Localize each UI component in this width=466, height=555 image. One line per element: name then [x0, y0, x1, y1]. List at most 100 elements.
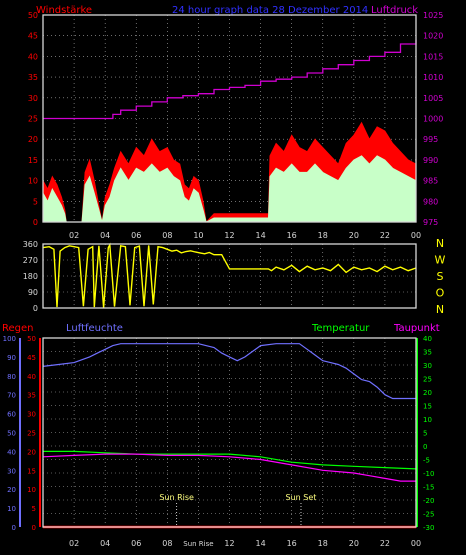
- climate-time-tick: 20: [349, 539, 359, 548]
- wind-time-tick: 22: [380, 231, 390, 240]
- sun-annotations: Sun Rise Sun Set: [159, 493, 316, 527]
- wind-time-tick: 20: [349, 231, 359, 240]
- wind-tick-label: 50: [28, 11, 38, 20]
- wind-series: [42, 39, 417, 223]
- climate-panel: Regen Luftfeuchte Temperatur Taupunkt Su…: [2, 323, 440, 548]
- wind-panel: Windstärke 24 hour graph data 28 Dezembe…: [28, 5, 444, 240]
- temperature-tick-label: 15: [423, 403, 432, 411]
- pressure-right-axis: 975 980 985 990 995 1000 1005 1010 1015 1020 1025: [423, 11, 443, 227]
- pressure-tick-label: 1005: [423, 94, 443, 103]
- direction-tick-label: 0: [33, 304, 38, 313]
- temperature-tick-label: 10: [423, 416, 432, 424]
- temperature-tick-label: 35: [423, 349, 432, 357]
- temperature-tick-label: 25: [423, 376, 432, 384]
- wind-tick-label: 5: [33, 197, 38, 206]
- mean-wind-area: [42, 155, 417, 223]
- wind-frame: [42, 14, 417, 223]
- direction-tick-label: 270: [23, 256, 38, 265]
- wind-tick-label: 25: [28, 115, 38, 124]
- temperature-label: Temperatur: [311, 323, 370, 334]
- pressure-tick-label: 1015: [423, 52, 443, 61]
- wind-tick-label: 20: [28, 135, 38, 144]
- compass-label: W: [435, 254, 446, 267]
- wind-time-tick: 02: [69, 231, 79, 240]
- wind-time-tick: 04: [100, 231, 110, 240]
- wind-tick-label: 30: [28, 94, 38, 103]
- pressure-tick-label: 990: [423, 156, 438, 165]
- humidity-tick-label: 100: [3, 335, 16, 343]
- climate-frame: [42, 337, 417, 528]
- dewpoint-line: [42, 453, 416, 482]
- wind-time-tick: 16: [287, 231, 297, 240]
- climate-time-tick: 00: [411, 539, 421, 548]
- pressure-tick-label: 1025: [423, 11, 443, 20]
- temperature-tick-label: -15: [423, 484, 434, 492]
- temperature-tick-label: -20: [423, 497, 434, 505]
- rain-tick-label: 50: [27, 335, 36, 343]
- humidity-tick-label: 10: [7, 505, 16, 513]
- direction-series: [42, 242, 417, 308]
- wind-time-axis: 02 04 06 08 10 12 14 16 18 20 22 00: [69, 231, 421, 240]
- rain-scale: 0 5 10 15 20 25 30 35 40 45 50: [27, 335, 36, 532]
- compass-label: O: [436, 287, 445, 300]
- humidity-tick-label: 20: [7, 486, 16, 494]
- direction-tick-label: 180: [23, 272, 38, 281]
- temperature-tick-label: -25: [423, 511, 434, 519]
- date-title: 24 hour graph data 28 Dezember 2014: [172, 5, 368, 16]
- climate-time-tick: 02: [69, 539, 79, 548]
- wind-tick-label: 45: [28, 32, 38, 41]
- rain-tick-label: 30: [27, 411, 36, 419]
- compass-label: S: [437, 270, 444, 283]
- humidity-tick-label: 90: [7, 354, 16, 362]
- temperature-tick-label: -30: [423, 524, 434, 532]
- humidity-label: Luftfeuchte: [66, 323, 123, 334]
- temperature-line: [43, 450, 417, 470]
- dewpoint-label: Taupunkt: [393, 323, 440, 334]
- direction-grid: [43, 244, 416, 308]
- wind-time-tick: 00: [411, 231, 421, 240]
- direction-frame: [42, 243, 417, 309]
- rain-tick-label: 45: [27, 354, 36, 362]
- climate-time-tick: 12: [224, 539, 234, 548]
- rain-tick-label: 40: [27, 373, 36, 381]
- climate-time-tick: 06: [131, 539, 141, 548]
- humidity-tick-label: 50: [7, 430, 16, 438]
- wind-time-tick: 08: [162, 231, 172, 240]
- pressure-tick-label: 1010: [423, 73, 443, 82]
- rain-tick-label: 35: [27, 392, 36, 400]
- climate-time-tick: Sun Rise: [183, 540, 213, 548]
- climate-time-tick: 22: [380, 539, 390, 548]
- temperature-scale: -30 -25 -20 -15 -10 -5 0 5 10 15 20 25 30 35 40: [423, 335, 434, 532]
- humidity-tick-label: 30: [7, 467, 16, 475]
- direction-tick-label: 360: [23, 240, 38, 249]
- climate-time-tick: 08: [162, 539, 172, 548]
- humidity-tick-label: 70: [7, 392, 16, 400]
- wind-tick-label: 15: [28, 156, 38, 165]
- compass-label: N: [436, 303, 444, 316]
- pressure-label: Luftdruck: [371, 5, 418, 16]
- temperature-tick-label: 30: [423, 362, 432, 370]
- wind-tick-label: 0: [33, 218, 38, 227]
- rain-tick-label: 0: [32, 524, 36, 532]
- rain-tick-label: 5: [32, 505, 36, 513]
- wind-time-tick: 14: [255, 231, 265, 240]
- pressure-tick-label: 980: [423, 197, 438, 206]
- sun-annotation-label: Sun Rise: [159, 493, 194, 502]
- pressure-tick-label: 1000: [423, 115, 443, 124]
- wind-tick-label: 40: [28, 52, 38, 61]
- climate-time-axis: 02 04 06 08 Sun Rise 12 14 16 18 20 22 00: [69, 539, 421, 548]
- humidity-line: [42, 343, 416, 400]
- temperature-tick-label: 0: [423, 443, 427, 451]
- wind-tick-label: 10: [28, 177, 38, 186]
- wind-left-axis: 0 5 10 15 20 25 30 35 40 45 50: [28, 11, 38, 227]
- wind-time-tick: 18: [318, 231, 328, 240]
- direction-tick-label: 90: [28, 288, 38, 297]
- wind-tick-label: 35: [28, 73, 38, 82]
- wind-time-tick: 06: [131, 231, 141, 240]
- temperature-tick-label: -10: [423, 470, 434, 478]
- temperature-tick-label: 40: [423, 335, 432, 343]
- humidity-scale: 0 10 20 30 40 50 60 70 80 90 100: [3, 335, 16, 532]
- sun-annotation-label: Sun Set: [286, 493, 317, 502]
